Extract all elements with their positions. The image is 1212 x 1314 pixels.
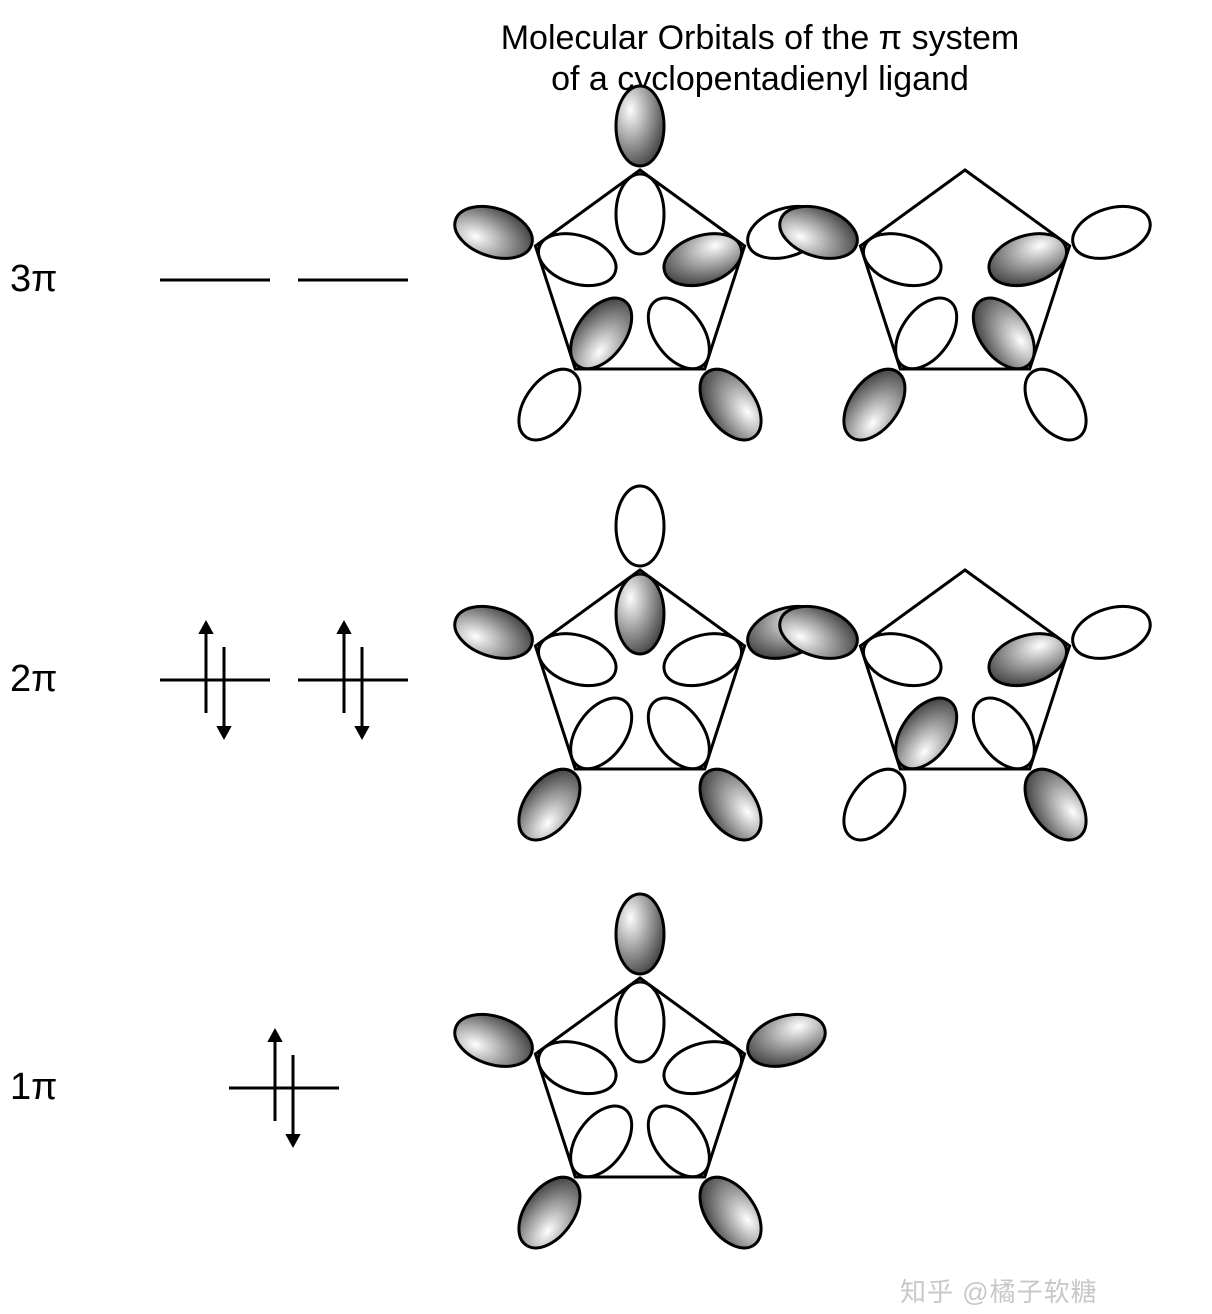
energy-line — [219, 1013, 349, 1163]
level-label-3pi: 3π — [10, 258, 57, 301]
orbital-psi2 — [745, 460, 1185, 900]
level-label-1pi: 1π — [10, 1066, 57, 1109]
watermark-text: 知乎 @橘子软糖 — [900, 1272, 1098, 1309]
level-label-2pi: 2π — [10, 658, 57, 701]
orbital-psi1 — [420, 868, 860, 1308]
title-line1: Molecular Orbitals of the π system — [501, 19, 1020, 57]
mo-diagram: Molecular Orbitals of the π system of a … — [0, 0, 1212, 1314]
energy-line — [288, 205, 418, 355]
energy-line — [288, 605, 418, 755]
energy-line — [150, 205, 280, 355]
energy-line — [150, 605, 280, 755]
orbital-psi4 — [745, 60, 1185, 500]
